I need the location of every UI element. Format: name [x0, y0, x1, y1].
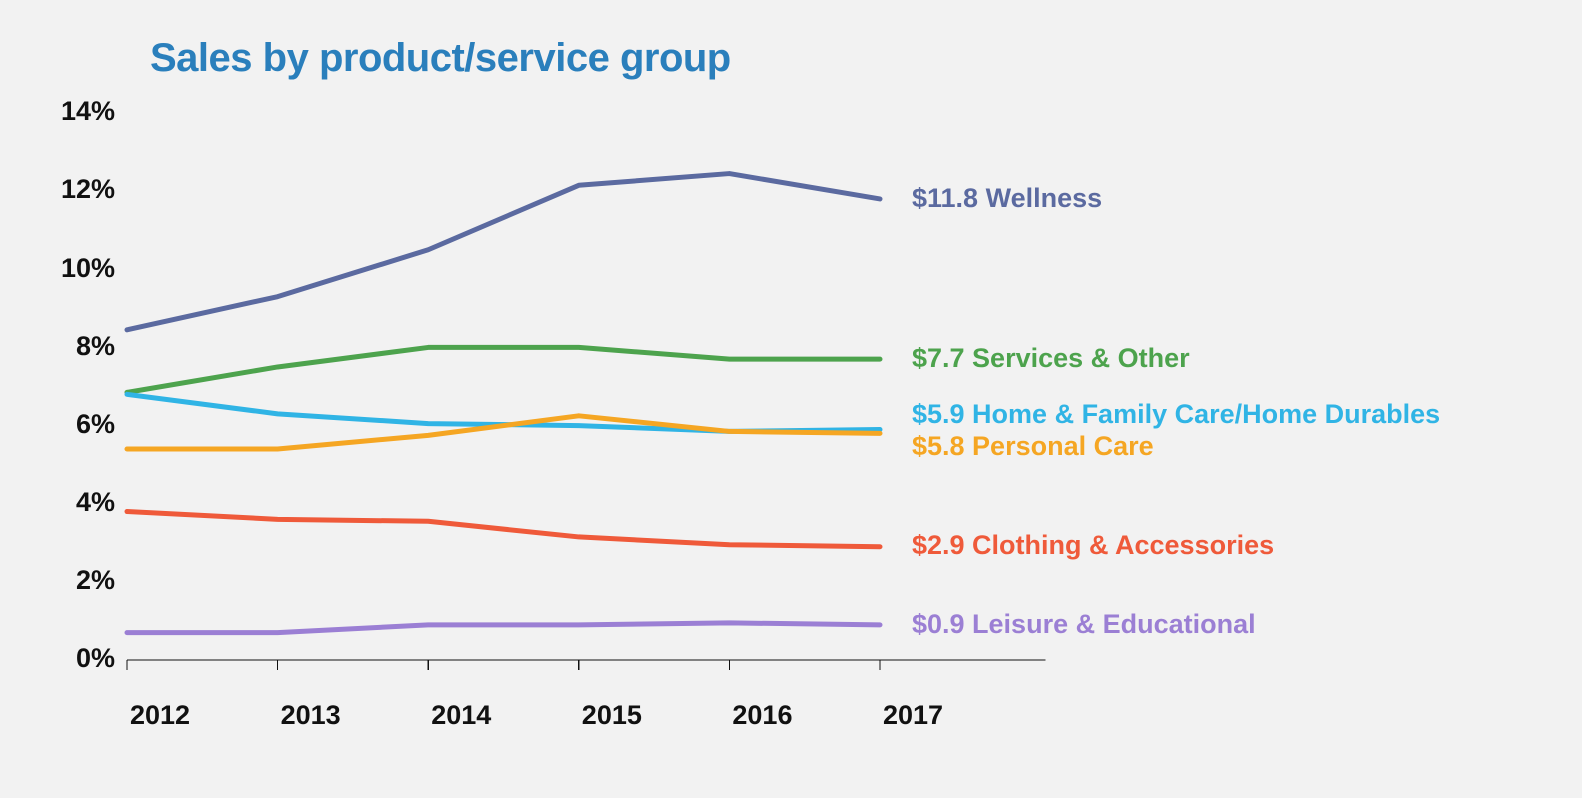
y-axis-tick-label: 12%	[61, 174, 115, 205]
series-end-label: $5.9 Home & Family Care/Home Durables	[912, 399, 1440, 430]
series-line	[127, 512, 880, 547]
x-axis-tick-label: 2013	[281, 700, 341, 731]
series-end-label: $0.9 Leisure & Educational	[912, 609, 1256, 640]
series-line	[127, 416, 880, 449]
series-end-label: $7.7 Services & Other	[912, 343, 1190, 374]
y-axis-tick-label: 10%	[61, 253, 115, 284]
x-axis-tick-label: 2014	[431, 700, 491, 731]
y-axis-tick-label: 14%	[61, 96, 115, 127]
sales-line-chart: Sales by product/service group 0%2%4%6%8…	[0, 0, 1582, 798]
series-end-label: $11.8 Wellness	[912, 183, 1102, 214]
y-axis-tick-label: 0%	[76, 643, 115, 674]
x-axis-tick-label: 2015	[582, 700, 642, 731]
y-axis-tick-label: 8%	[76, 331, 115, 362]
y-axis-tick-label: 6%	[76, 409, 115, 440]
series-end-label: $2.9 Clothing & Accessories	[912, 530, 1274, 561]
x-axis-tick-label: 2017	[883, 700, 943, 731]
x-axis-tick-label: 2012	[130, 700, 190, 731]
series-line	[127, 347, 880, 392]
series-line	[127, 623, 880, 633]
series-end-label: $5.8 Personal Care	[912, 431, 1154, 462]
x-axis-tick-label: 2016	[732, 700, 792, 731]
y-axis-tick-label: 2%	[76, 565, 115, 596]
y-axis-tick-label: 4%	[76, 487, 115, 518]
series-line	[127, 174, 880, 330]
